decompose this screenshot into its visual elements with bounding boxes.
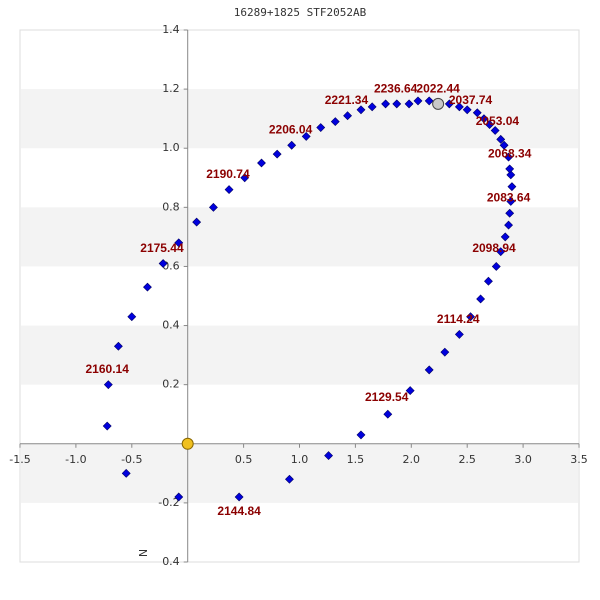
- point: [405, 386, 415, 396]
- point: [490, 126, 500, 135]
- band: [21, 207, 578, 267]
- y-tick-label: 0.4: [162, 555, 180, 568]
- point: [506, 196, 516, 206]
- point: [192, 217, 202, 227]
- annotation: 2083.64: [487, 191, 531, 205]
- point: [324, 451, 333, 461]
- point: [208, 202, 218, 212]
- point: [381, 99, 391, 109]
- point: [444, 99, 454, 109]
- point: [257, 158, 266, 168]
- x-tick-label: -0.5: [121, 453, 142, 466]
- annotation: 2098.94: [472, 241, 516, 255]
- point: [454, 329, 464, 339]
- annotation: 2129.54: [365, 390, 409, 404]
- point: [356, 105, 366, 115]
- y-tick-label: -0.2: [158, 496, 179, 509]
- point: [476, 294, 486, 304]
- x-tick-label: 3.0: [514, 453, 532, 466]
- point: [143, 282, 152, 292]
- annotation: 2160.14: [86, 362, 130, 376]
- y-tick-label: 1.0: [162, 141, 180, 154]
- x-tick-label: 2.0: [403, 453, 421, 466]
- annotation: 2053.04: [476, 114, 520, 128]
- point: [174, 238, 184, 248]
- annotation: 2022.44: [416, 81, 460, 95]
- point: [479, 114, 489, 124]
- current-position: [432, 97, 445, 110]
- point: [174, 492, 184, 502]
- point: [454, 102, 464, 112]
- point: [505, 208, 515, 218]
- x-tick-label: 2.5: [458, 453, 476, 466]
- y-tick-label: 1.4: [162, 23, 180, 36]
- point: [485, 120, 494, 130]
- point: [234, 492, 244, 502]
- point: [272, 149, 282, 159]
- x-tick-label: 1.0: [291, 453, 309, 466]
- point: [383, 409, 393, 419]
- point: [316, 123, 326, 132]
- y-tick-label: 0.4: [162, 319, 180, 332]
- annotation: 2175.44: [140, 241, 184, 255]
- x-tick-label: -1.0: [65, 453, 86, 466]
- annotation: 2190.74: [206, 167, 250, 181]
- point: [505, 164, 515, 174]
- point: [496, 247, 506, 257]
- annotation: 2221.34: [325, 93, 369, 107]
- point: [127, 312, 137, 322]
- point: [484, 276, 493, 286]
- band: [21, 325, 578, 385]
- point: [240, 173, 250, 183]
- point: [367, 102, 377, 112]
- chart-title: 16289+1825 STF2052AB: [234, 6, 367, 19]
- y-tick-label: 1.2: [162, 82, 180, 95]
- x-tick-label: 3.5: [570, 453, 588, 466]
- point: [466, 312, 475, 322]
- point: [507, 182, 517, 192]
- point: [224, 185, 234, 195]
- point: [424, 96, 434, 106]
- annotation: 2236.64: [374, 81, 418, 95]
- point: [491, 262, 501, 271]
- point: [499, 140, 509, 150]
- y-tick-label: 0.8: [162, 200, 180, 213]
- point: [413, 96, 423, 106]
- annotation: 2068.34: [488, 146, 532, 160]
- point: [121, 468, 131, 478]
- point: [424, 365, 434, 375]
- point: [343, 111, 352, 121]
- point: [330, 117, 340, 127]
- annotation: 2037.74: [449, 93, 493, 107]
- point: [158, 259, 168, 268]
- north-label: N: [136, 549, 149, 557]
- point: [500, 232, 510, 242]
- point: [472, 108, 482, 118]
- point: [285, 474, 294, 484]
- point: [103, 380, 113, 390]
- band: [21, 443, 578, 503]
- point: [440, 347, 450, 357]
- point: [496, 134, 506, 144]
- annotation: 2114.24: [437, 312, 480, 326]
- point: [392, 99, 402, 109]
- point: [506, 170, 516, 180]
- point: [113, 341, 123, 351]
- point: [462, 105, 472, 115]
- x-tick-label: 1.5: [347, 453, 365, 466]
- point: [102, 421, 112, 431]
- annotation: 2144.84: [217, 504, 261, 518]
- primary-star: [181, 437, 194, 450]
- point: [504, 152, 513, 162]
- y-tick-label: 0.2: [162, 378, 180, 391]
- point: [356, 430, 366, 440]
- point: [404, 99, 414, 109]
- x-tick-label: -1.5: [9, 453, 30, 466]
- point: [301, 131, 311, 141]
- x-tick-label: 0.5: [235, 453, 253, 466]
- point: [287, 140, 297, 150]
- point: [504, 220, 513, 230]
- annotation: 2206.04: [269, 123, 313, 137]
